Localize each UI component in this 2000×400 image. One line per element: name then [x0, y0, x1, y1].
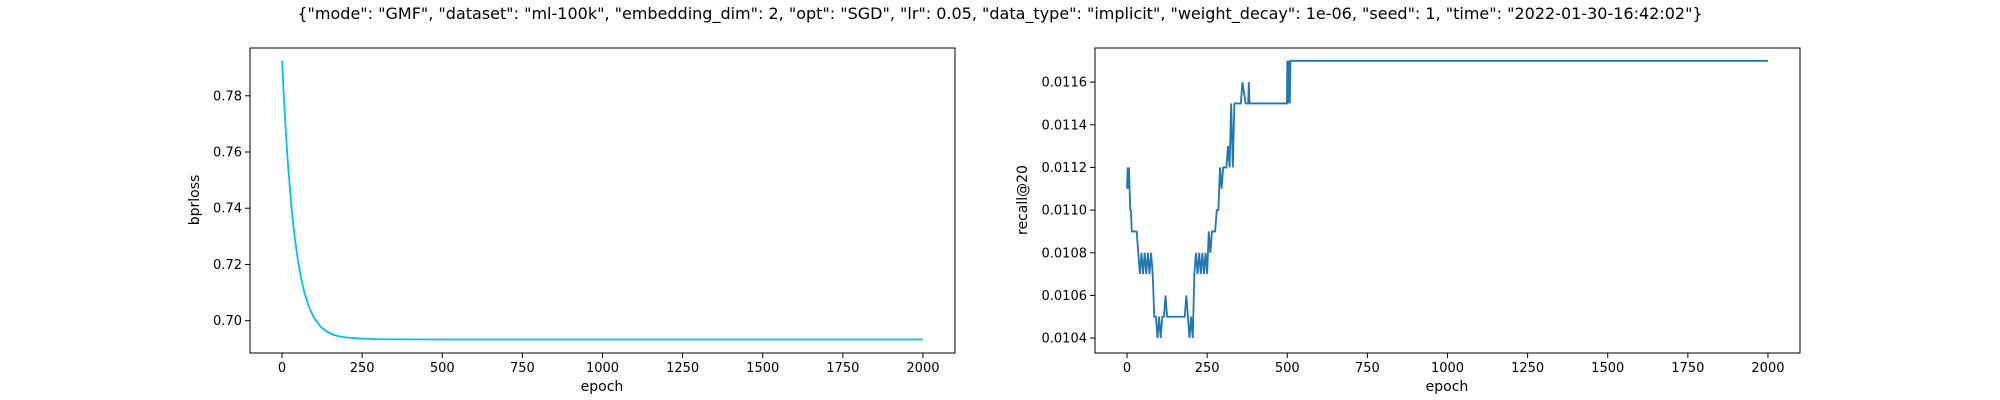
- recall-x-axis-label: epoch: [1426, 379, 1469, 395]
- x-tick-label: 750: [1355, 361, 1380, 376]
- y-tick-label: 0.70: [213, 314, 242, 329]
- x-tick-label: 500: [1275, 361, 1300, 376]
- recall-y-axis-label: recall@20: [1015, 165, 1031, 235]
- figure-suptitle: {"mode": "GMF", "dataset": "ml-100k", "e…: [297, 4, 1702, 24]
- y-tick-label: 0.0110: [1042, 204, 1088, 219]
- x-tick-label: 0: [278, 361, 286, 376]
- x-tick-label: 1500: [1591, 361, 1624, 376]
- x-tick-label: 1250: [666, 361, 699, 376]
- y-tick-label: 0.72: [213, 258, 242, 273]
- recall-ticks: 0 250 500 750 1000 1250 1500 1750 2000 0.0104 0.01…: [1042, 76, 1785, 376]
- x-tick-label: 1750: [826, 361, 859, 376]
- x-tick-label: 1000: [586, 361, 619, 376]
- x-tick-label: 1750: [1671, 361, 1704, 376]
- y-tick-label: 0.0116: [1042, 76, 1088, 91]
- y-tick-label: 0.78: [213, 89, 242, 104]
- recall-line: [1126, 59, 1768, 339]
- x-tick-label: 1250: [1511, 361, 1544, 376]
- y-tick-label: 0.0114: [1042, 118, 1088, 133]
- bprloss-x-axis-label: epoch: [581, 379, 624, 395]
- y-tick-label: 0.0108: [1042, 246, 1088, 261]
- y-tick-label: 0.76: [213, 146, 242, 161]
- x-tick-label: 500: [430, 361, 455, 376]
- bprloss-plot: 0 250 500 750 1000 1250 1500 1750 2000 0.70 0.72 0.…: [187, 47, 956, 395]
- x-tick-label: 250: [1195, 361, 1220, 376]
- x-tick-label: 250: [350, 361, 375, 376]
- recall-plot: 0 250 500 750 1000 1250 1500 1750 2000 0.0104 0.01…: [1015, 47, 1801, 395]
- y-tick-label: 0.0106: [1042, 289, 1088, 304]
- y-tick-label: 0.0104: [1042, 332, 1088, 347]
- y-tick-label: 0.0112: [1042, 161, 1088, 176]
- bprloss-y-axis-label: bprloss: [187, 175, 203, 226]
- y-tick-label: 0.74: [213, 202, 242, 217]
- x-tick-label: 0: [1123, 361, 1131, 376]
- x-tick-label: 1000: [1431, 361, 1464, 376]
- bprloss-ticks: 0 250 500 750 1000 1250 1500 1750 2000 0.70 0.72 0.…: [213, 89, 939, 376]
- x-tick-label: 1500: [746, 361, 779, 376]
- x-tick-label: 750: [510, 361, 535, 376]
- x-tick-label: 2000: [1751, 361, 1784, 376]
- bprloss-line: [281, 60, 923, 341]
- x-tick-label: 2000: [906, 361, 939, 376]
